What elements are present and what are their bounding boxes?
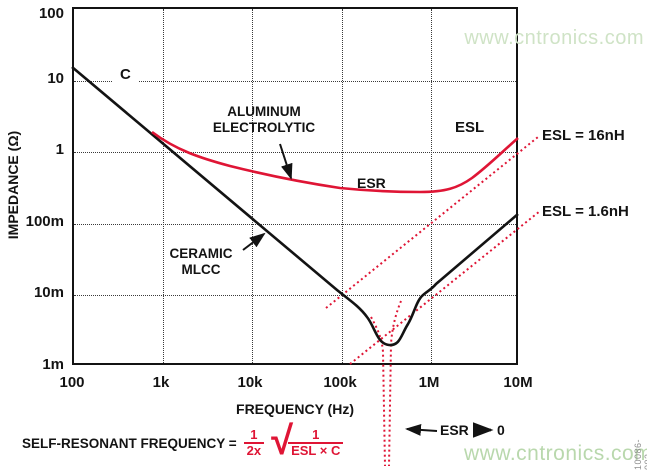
y-tick-10: 10 bbox=[47, 70, 64, 87]
y-tick-1: 1 bbox=[55, 141, 64, 158]
formula-lhs: SELF-RESONANT FREQUENCY = bbox=[22, 435, 237, 451]
esr-to-zero-value: 0 bbox=[497, 422, 505, 438]
formula-fraction-1-over-eslc: 1 ESL × C bbox=[288, 428, 344, 458]
gridline-1ohm bbox=[74, 152, 516, 153]
self-resonant-frequency-formula: SELF-RESONANT FREQUENCY = 1 2x √ 1 ESL ×… bbox=[22, 419, 344, 463]
gridline-1M bbox=[431, 9, 432, 363]
x-axis-title: FREQUENCY (Hz) bbox=[236, 401, 354, 417]
y-axis-title: IMPEDANCE (Ω) bbox=[5, 130, 21, 240]
ceramic-mlcc-label: CERAMIC MLCC bbox=[169, 246, 233, 277]
gridline-1k bbox=[163, 9, 164, 363]
gridline-10ohm bbox=[74, 81, 516, 82]
y-tick-1m: 1m bbox=[42, 356, 64, 373]
esl-16nh-label: ESL = 16nH bbox=[542, 127, 625, 144]
figure-id: 10086-003 bbox=[633, 438, 647, 470]
esl-1p6nh-label: ESL = 1.6nH bbox=[542, 203, 629, 220]
gridline-10k bbox=[252, 9, 253, 363]
esr-zero-pointer-arrow bbox=[405, 423, 438, 436]
esr-label: ESR bbox=[357, 175, 386, 191]
x-tick-1M: 1M bbox=[418, 374, 440, 391]
y-tick-100: 100 bbox=[38, 5, 64, 22]
gridline-10mohm bbox=[74, 295, 516, 296]
x-tick-10k: 10k bbox=[237, 374, 263, 391]
gridline-100k bbox=[342, 9, 343, 363]
x-tick-1k: 1k bbox=[152, 374, 170, 391]
formula-fraction-1-over-2x: 1 2x bbox=[243, 428, 265, 458]
watermark-top: www.cntronics.com bbox=[464, 27, 644, 49]
formula-square-root: √ 1 ESL × C bbox=[271, 419, 344, 463]
plot-area bbox=[72, 7, 518, 365]
esl-label: ESL bbox=[455, 119, 485, 136]
x-tick-10M: 10M bbox=[503, 374, 533, 391]
aluminum-electrolytic-label: ALUMINUM ELECTROLYTIC bbox=[212, 104, 316, 135]
y-tick-100m: 100m bbox=[25, 213, 64, 230]
watermark-bottom: www.cntronics.com bbox=[464, 442, 647, 465]
esr-to-zero-text: ESR bbox=[440, 422, 469, 438]
gridline-100mohm bbox=[74, 224, 516, 225]
radical-sign: √ bbox=[271, 419, 294, 463]
capacitance-label: C bbox=[113, 66, 138, 83]
y-tick-10m: 10m bbox=[33, 284, 64, 301]
x-tick-100: 100 bbox=[59, 374, 85, 391]
x-tick-100k: 100k bbox=[323, 374, 357, 391]
